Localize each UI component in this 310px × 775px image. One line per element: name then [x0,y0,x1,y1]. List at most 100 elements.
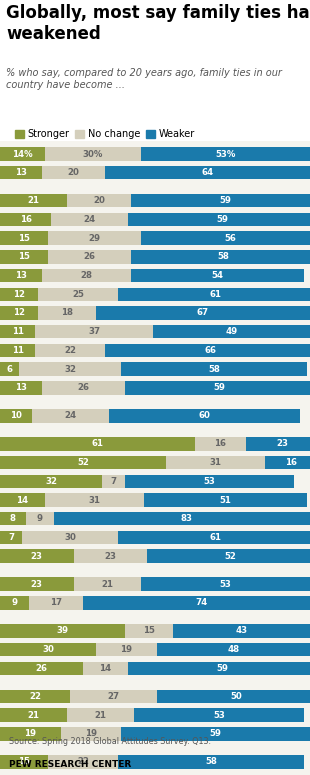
Bar [48,250,131,264]
Text: 14: 14 [100,664,112,673]
Bar [0,708,67,722]
Bar [48,755,118,769]
Bar [35,343,105,357]
Text: 7: 7 [110,477,117,486]
Bar [0,755,48,769]
Text: 48: 48 [227,645,239,654]
Text: 11: 11 [11,346,24,355]
Bar [42,269,131,282]
Bar [141,232,310,245]
Text: 26: 26 [77,384,89,392]
Bar [147,549,310,563]
Text: 19: 19 [85,729,97,739]
Bar [166,456,265,470]
Bar [125,624,173,638]
Bar [0,596,29,610]
Bar [0,166,42,180]
Text: 61: 61 [210,533,222,542]
Text: 54: 54 [211,271,223,280]
Text: 27: 27 [107,692,120,701]
Bar [96,643,157,656]
Text: 21: 21 [28,196,40,205]
Text: 22: 22 [64,346,76,355]
Bar [0,325,35,339]
Bar [141,577,310,591]
Bar [246,437,310,450]
Text: 9: 9 [37,515,43,523]
Bar [128,212,310,226]
Text: 59: 59 [216,664,228,673]
Bar [73,549,147,563]
Text: 59: 59 [216,215,228,224]
Text: PEW RESEARCH CENTER: PEW RESEARCH CENTER [9,760,131,769]
Bar [105,343,310,357]
Text: 21: 21 [28,711,40,720]
Text: 23: 23 [104,552,116,560]
Text: 14%: 14% [12,150,33,159]
Text: 20: 20 [68,168,79,177]
Bar [25,512,54,525]
Bar [42,166,105,180]
Bar [118,531,310,544]
Text: 28: 28 [80,271,92,280]
Bar [51,212,128,226]
Legend: Stronger, No change, Weaker: Stronger, No change, Weaker [11,126,199,143]
Bar [0,437,195,450]
Bar [122,727,310,741]
Text: 53: 53 [219,580,231,589]
Text: 58: 58 [205,757,217,766]
Text: 29: 29 [88,234,100,243]
Bar [0,212,51,226]
Text: 58: 58 [218,253,230,261]
Text: 74: 74 [195,598,207,608]
Text: 19: 19 [24,729,36,739]
Bar [102,474,125,488]
Bar [22,531,118,544]
Text: 30: 30 [64,533,76,542]
Text: 53: 53 [203,477,215,486]
Bar [0,474,102,488]
Text: 64: 64 [202,168,214,177]
Text: 16: 16 [215,439,227,449]
Bar [144,494,307,507]
Bar [173,624,310,638]
Text: 52: 52 [224,552,236,560]
Bar [0,381,42,394]
Text: 67: 67 [197,308,209,318]
Text: 39: 39 [56,626,68,636]
Text: 9: 9 [11,598,17,608]
Text: 37: 37 [88,327,100,336]
Text: 7: 7 [8,533,14,542]
Bar [0,494,45,507]
Bar [141,147,310,160]
Text: 16: 16 [20,215,32,224]
Text: 16: 16 [285,458,297,467]
Text: 49: 49 [226,327,238,336]
Bar [0,194,67,208]
Text: 30%: 30% [82,150,103,159]
Text: 17: 17 [50,598,62,608]
Text: 31: 31 [210,458,222,467]
Bar [29,596,83,610]
Text: 61: 61 [91,439,104,449]
Bar [0,456,166,470]
Text: 15: 15 [143,626,155,636]
Bar [131,269,303,282]
Bar [265,456,310,470]
Text: 21: 21 [101,580,113,589]
Text: 15: 15 [18,253,30,261]
Bar [0,409,32,422]
Bar [153,325,310,339]
Text: 26: 26 [36,664,47,673]
Text: 20: 20 [93,196,105,205]
Text: 26: 26 [83,253,95,261]
Bar [105,166,310,180]
Bar [38,306,96,320]
Text: 10: 10 [10,412,22,420]
Bar [42,381,125,394]
Text: 15: 15 [18,757,30,766]
Bar [38,288,118,301]
Bar [0,643,96,656]
Bar [0,531,22,544]
Text: 12: 12 [13,290,25,299]
